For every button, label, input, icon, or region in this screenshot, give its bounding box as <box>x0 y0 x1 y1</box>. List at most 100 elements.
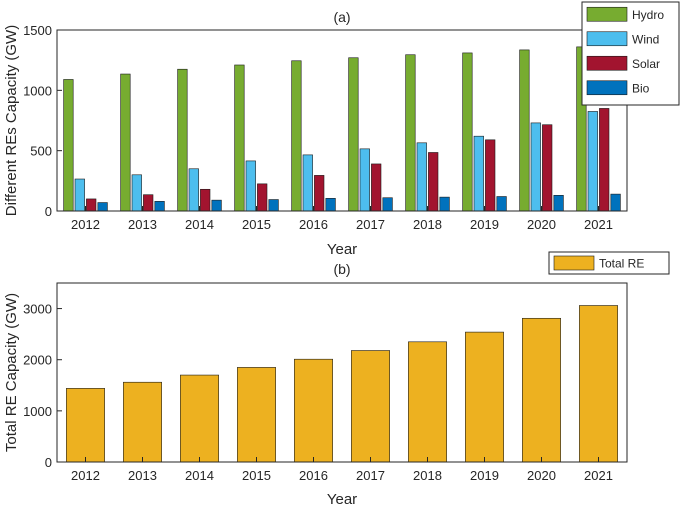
bar-total-re-2012 <box>66 388 105 463</box>
y-tick-label: 1000 <box>23 404 52 419</box>
x-tick-label: 2017 <box>356 217 385 232</box>
bar-bio-2012 <box>97 202 108 212</box>
legend: Hydro Wind Solar Bio <box>581 1 680 106</box>
bar-wind-2019 <box>473 135 484 212</box>
legend-label-wind: Wind <box>632 32 659 46</box>
legend-swatch-wind <box>586 31 628 47</box>
bar-solar-2017 <box>371 163 382 212</box>
x-tick-label: 2016 <box>299 468 328 483</box>
x-tick-label: 2013 <box>128 468 157 483</box>
bar-bio-2017 <box>382 197 393 212</box>
legend: Total RE <box>548 251 670 275</box>
x-tick-label: 2015 <box>242 217 271 232</box>
bar-bio-2014 <box>211 199 222 212</box>
x-tick-label: 2020 <box>527 468 556 483</box>
y-tick-label: 500 <box>30 144 52 159</box>
bar-total-re-2020 <box>522 317 561 463</box>
x-tick-label: 2012 <box>71 217 100 232</box>
x-tick-label: 2018 <box>413 217 442 232</box>
y-tick-label: 1000 <box>23 83 52 98</box>
x-tick-label: 2020 <box>527 217 556 232</box>
bar-wind-2016 <box>302 154 313 212</box>
bar-solar-2015 <box>257 183 268 212</box>
x-tick-label: 2015 <box>242 468 271 483</box>
x-tick-label: 2013 <box>128 217 157 232</box>
bar-bio-2015 <box>268 199 279 212</box>
x-tick-label: 2019 <box>470 468 499 483</box>
y-tick-label: 1500 <box>23 23 52 38</box>
bar-total-re-2014 <box>180 374 219 463</box>
legend-swatch-bio <box>586 80 628 96</box>
x-tick-label: 2014 <box>185 217 214 232</box>
bar-hydro-2020 <box>519 49 530 212</box>
bar-solar-2016 <box>314 175 325 212</box>
bar-total-re-2015 <box>237 367 276 463</box>
bar-bio-2021 <box>610 193 621 212</box>
x-tick-label: 2014 <box>185 468 214 483</box>
chart-title: (a) <box>333 9 350 25</box>
bar-total-re-2013 <box>123 381 162 463</box>
bar-hydro-2014 <box>177 68 188 212</box>
bar-wind-2017 <box>359 148 370 212</box>
bar-total-re-2019 <box>465 331 504 463</box>
bar-hydro-2019 <box>462 52 473 212</box>
x-axis-label: Year <box>327 241 357 258</box>
x-tick-label: 2017 <box>356 468 385 483</box>
bar-bio-2013 <box>154 201 165 212</box>
x-axis-label: Year <box>327 491 357 507</box>
bar-total-re-2018 <box>408 341 447 463</box>
bar-hydro-2018 <box>405 54 416 212</box>
y-tick-label: 0 <box>45 204 52 219</box>
bar-solar-2013 <box>143 194 154 212</box>
bar-wind-2013 <box>131 174 142 212</box>
bar-solar-2012 <box>86 198 97 212</box>
y-axis-label: Total RE Capacity (GW) <box>3 293 20 452</box>
x-tick-label: 2016 <box>299 217 328 232</box>
legend-label-hydro: Hydro <box>632 8 664 22</box>
y-axis-label: Different REs Capacity (GW) <box>3 25 20 216</box>
bar-hydro-2016 <box>291 60 302 212</box>
x-tick-label: 2012 <box>71 468 100 483</box>
axes-box <box>56 29 628 212</box>
bar-wind-2012 <box>74 178 85 212</box>
bar-wind-2020 <box>530 122 541 212</box>
bar-solar-2020 <box>542 124 553 212</box>
bar-bio-2016 <box>325 198 336 212</box>
legend-swatch-total-re <box>553 255 595 271</box>
bar-solar-2019 <box>485 139 496 212</box>
bar-solar-2018 <box>428 152 439 212</box>
bar-hydro-2012 <box>63 79 74 212</box>
legend-label-bio: Bio <box>632 81 650 95</box>
legend-swatch-solar <box>586 55 628 71</box>
bar-total-re-2017 <box>351 350 390 463</box>
bar-bio-2019 <box>496 196 507 212</box>
x-tick-label: 2021 <box>584 468 613 483</box>
legend-label-solar: Solar <box>632 57 660 71</box>
bar-bio-2020 <box>553 195 564 212</box>
bar-total-re-2021 <box>579 305 618 463</box>
bar-wind-2021 <box>587 111 598 212</box>
y-tick-label: 2000 <box>23 353 52 368</box>
x-tick-label: 2021 <box>584 217 613 232</box>
y-tick-label: 3000 <box>23 302 52 317</box>
bar-total-re-2016 <box>294 358 333 463</box>
legend-swatch-hydro <box>586 6 628 22</box>
bar-solar-2021 <box>599 108 610 212</box>
chart-title: (b) <box>333 261 350 277</box>
bar-wind-2015 <box>245 160 256 212</box>
chart-a: 2012 2013 2014 2015 2016 2017 2018 2019 2020 2021… <box>3 1 680 258</box>
bar-hydro-2013 <box>120 73 131 212</box>
x-tick-label: 2018 <box>413 468 442 483</box>
legend-label-total-re: Total RE <box>599 257 644 271</box>
bar-bio-2018 <box>439 196 450 212</box>
bar-hydro-2015 <box>234 64 245 212</box>
bar-wind-2014 <box>188 168 199 212</box>
y-tick-label: 0 <box>45 455 52 470</box>
x-tick-label: 2019 <box>470 217 499 232</box>
bar-solar-2014 <box>200 188 211 212</box>
bar-wind-2018 <box>416 142 427 212</box>
chart-b: 2012 2013 2014 2015 2016 2017 2018 2019 2020 2021… <box>3 251 670 507</box>
bar-hydro-2017 <box>348 57 359 212</box>
axes-box <box>56 282 628 463</box>
